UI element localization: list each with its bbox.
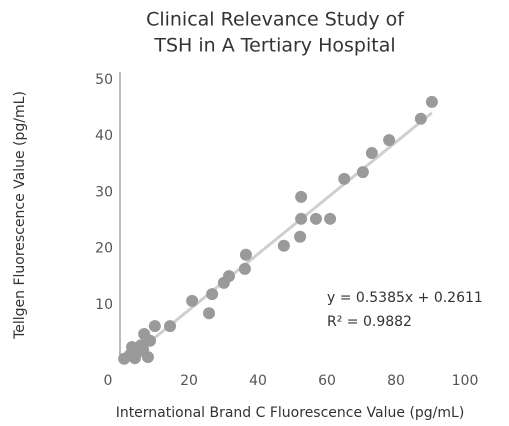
point: [238, 262, 251, 275]
point: [186, 294, 199, 307]
x-tick-label: 40: [249, 373, 267, 389]
x-tick-label: 0: [104, 373, 113, 389]
point: [148, 320, 161, 333]
x-tick-label: 80: [387, 373, 405, 389]
x-tick-label: 60: [318, 373, 336, 389]
x-tick-label: 100: [452, 373, 479, 389]
y-tick-label: 40: [95, 128, 113, 144]
y-tick-label: 20: [95, 241, 113, 257]
x-axis-label: International Brand C Fluorescence Value…: [116, 405, 465, 421]
point: [128, 352, 141, 365]
point: [383, 134, 396, 147]
point: [137, 343, 150, 356]
y-axis-label: Tellgen Fluorescence Value (pg/mL): [12, 91, 28, 340]
point: [338, 172, 351, 185]
point: [356, 166, 369, 179]
trendline: [123, 111, 433, 364]
point: [309, 212, 322, 225]
point: [295, 190, 308, 203]
point: [277, 239, 290, 252]
chart-title: Clinical Relevance Study of: [146, 9, 405, 31]
point: [295, 212, 308, 225]
point: [365, 147, 378, 160]
x-tick-label: 20: [180, 373, 198, 389]
point: [414, 112, 427, 125]
annotation: y = 0.5385x + 0.2611: [327, 290, 483, 306]
point: [294, 230, 307, 243]
point: [239, 248, 252, 261]
point: [203, 307, 216, 320]
point: [206, 288, 219, 301]
point: [118, 352, 131, 365]
chart-title: TSH in A Tertiary Hospital: [153, 35, 395, 57]
y-tick-label: 50: [95, 72, 113, 88]
annotation: R² = 0.9882: [327, 314, 412, 330]
y-tick-label: 30: [95, 184, 113, 200]
point: [425, 95, 438, 108]
point: [164, 320, 177, 333]
point: [217, 276, 230, 289]
y-tick-label: 10: [95, 297, 113, 313]
point: [138, 328, 151, 341]
point: [324, 212, 337, 225]
